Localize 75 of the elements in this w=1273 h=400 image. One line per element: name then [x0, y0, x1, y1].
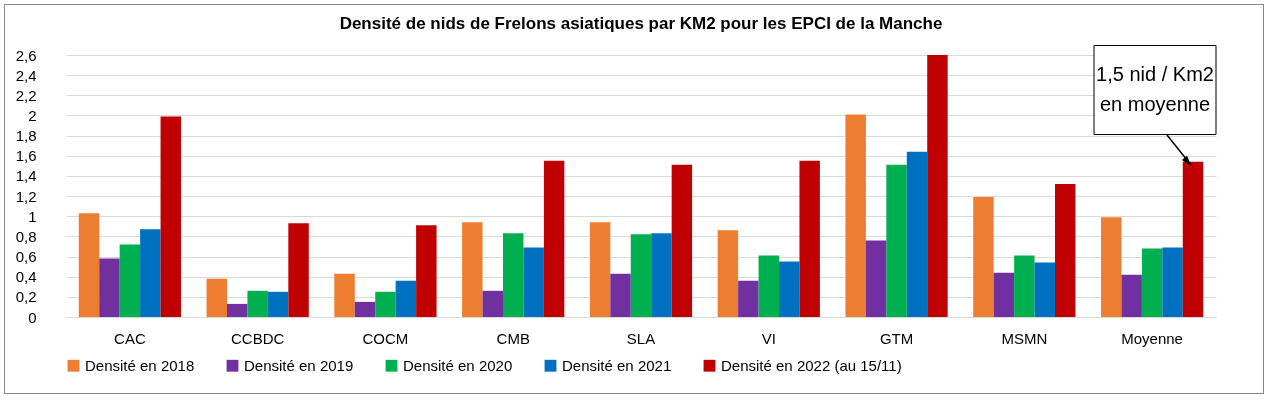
bar [523, 247, 544, 317]
annotation: 1,5 nid / Km2 en moyenne [1096, 63, 1214, 115]
bar [717, 230, 739, 317]
bar [973, 197, 994, 317]
bar [462, 222, 483, 317]
y-tick-label: 1,8 [15, 127, 37, 145]
bar [288, 223, 309, 317]
bar [267, 291, 289, 317]
x-tick-label: CMB [496, 329, 530, 347]
bar [482, 290, 503, 317]
bar [160, 116, 181, 317]
bar [779, 261, 800, 317]
bar [1121, 274, 1142, 317]
bar [247, 290, 268, 317]
bar [927, 55, 948, 317]
bar [758, 255, 779, 317]
legend-label: Densité en 2022 (au 15/11) [721, 356, 902, 374]
bar [610, 273, 631, 317]
bar [845, 114, 866, 317]
x-tick-label: SLA [626, 329, 656, 347]
x-tick-label: Moyenne [1121, 329, 1183, 347]
bar [206, 278, 227, 317]
bar [1182, 161, 1204, 317]
y-tick-label: 2,2 [15, 86, 37, 104]
x-tick-label: GTM [879, 329, 914, 347]
bar [1034, 262, 1055, 317]
x-tick-label: CCBDC [230, 329, 285, 347]
legend-label: Densité en 2019 [244, 356, 354, 374]
bar [1055, 183, 1076, 317]
x-tick-label: COCM [362, 329, 409, 347]
y-tick-label: 0,6 [15, 248, 37, 266]
y-tick-label: 1,2 [15, 187, 37, 205]
x-tick-label: CAC [114, 329, 146, 347]
x-tick-label: MSMN [1001, 329, 1048, 347]
y-tick-label: 0,2 [15, 288, 37, 306]
bar [799, 160, 820, 317]
bar [738, 280, 759, 317]
y-tick-label: 1 [28, 207, 37, 225]
bar [375, 291, 396, 317]
bar [395, 280, 417, 317]
bar [119, 244, 141, 317]
bar [140, 229, 161, 317]
y-tick-label: 1,6 [15, 147, 37, 165]
bar [630, 234, 652, 317]
bar [1101, 217, 1122, 317]
bar [865, 240, 887, 317]
legend-label: Densité en 2020 [403, 356, 513, 374]
bar [227, 303, 248, 317]
y-tick-label: 2,4 [15, 66, 37, 84]
bar [1141, 248, 1163, 317]
x-tick-label: VI [761, 329, 776, 347]
bar [1162, 247, 1183, 317]
bar [334, 273, 355, 317]
bar [354, 301, 376, 317]
bar [993, 272, 1015, 317]
bar [416, 225, 437, 317]
y-tick-label: 0,4 [15, 268, 37, 286]
y-tick-label: 0,8 [15, 227, 37, 245]
bar [589, 222, 611, 317]
bar [671, 164, 693, 317]
bar [503, 233, 524, 317]
bar [543, 160, 565, 317]
y-tick-label: 0 [28, 308, 37, 326]
bar [886, 164, 907, 317]
legend-label: Densité en 2021 [562, 356, 672, 374]
bar [906, 151, 928, 317]
bar [651, 233, 672, 317]
y-tick-label: 2 [28, 106, 37, 124]
bar [99, 258, 120, 317]
y-tick-label: 2,6 [15, 46, 37, 64]
chart-title: Densité de nids de Frelons asiatiques par KM2 pour les EPCI de la Manche [339, 14, 943, 34]
bar [1014, 255, 1035, 317]
y-tick-label: 1,4 [15, 167, 37, 185]
legend-label: Densité en 2018 [85, 356, 195, 374]
bar [78, 213, 100, 317]
